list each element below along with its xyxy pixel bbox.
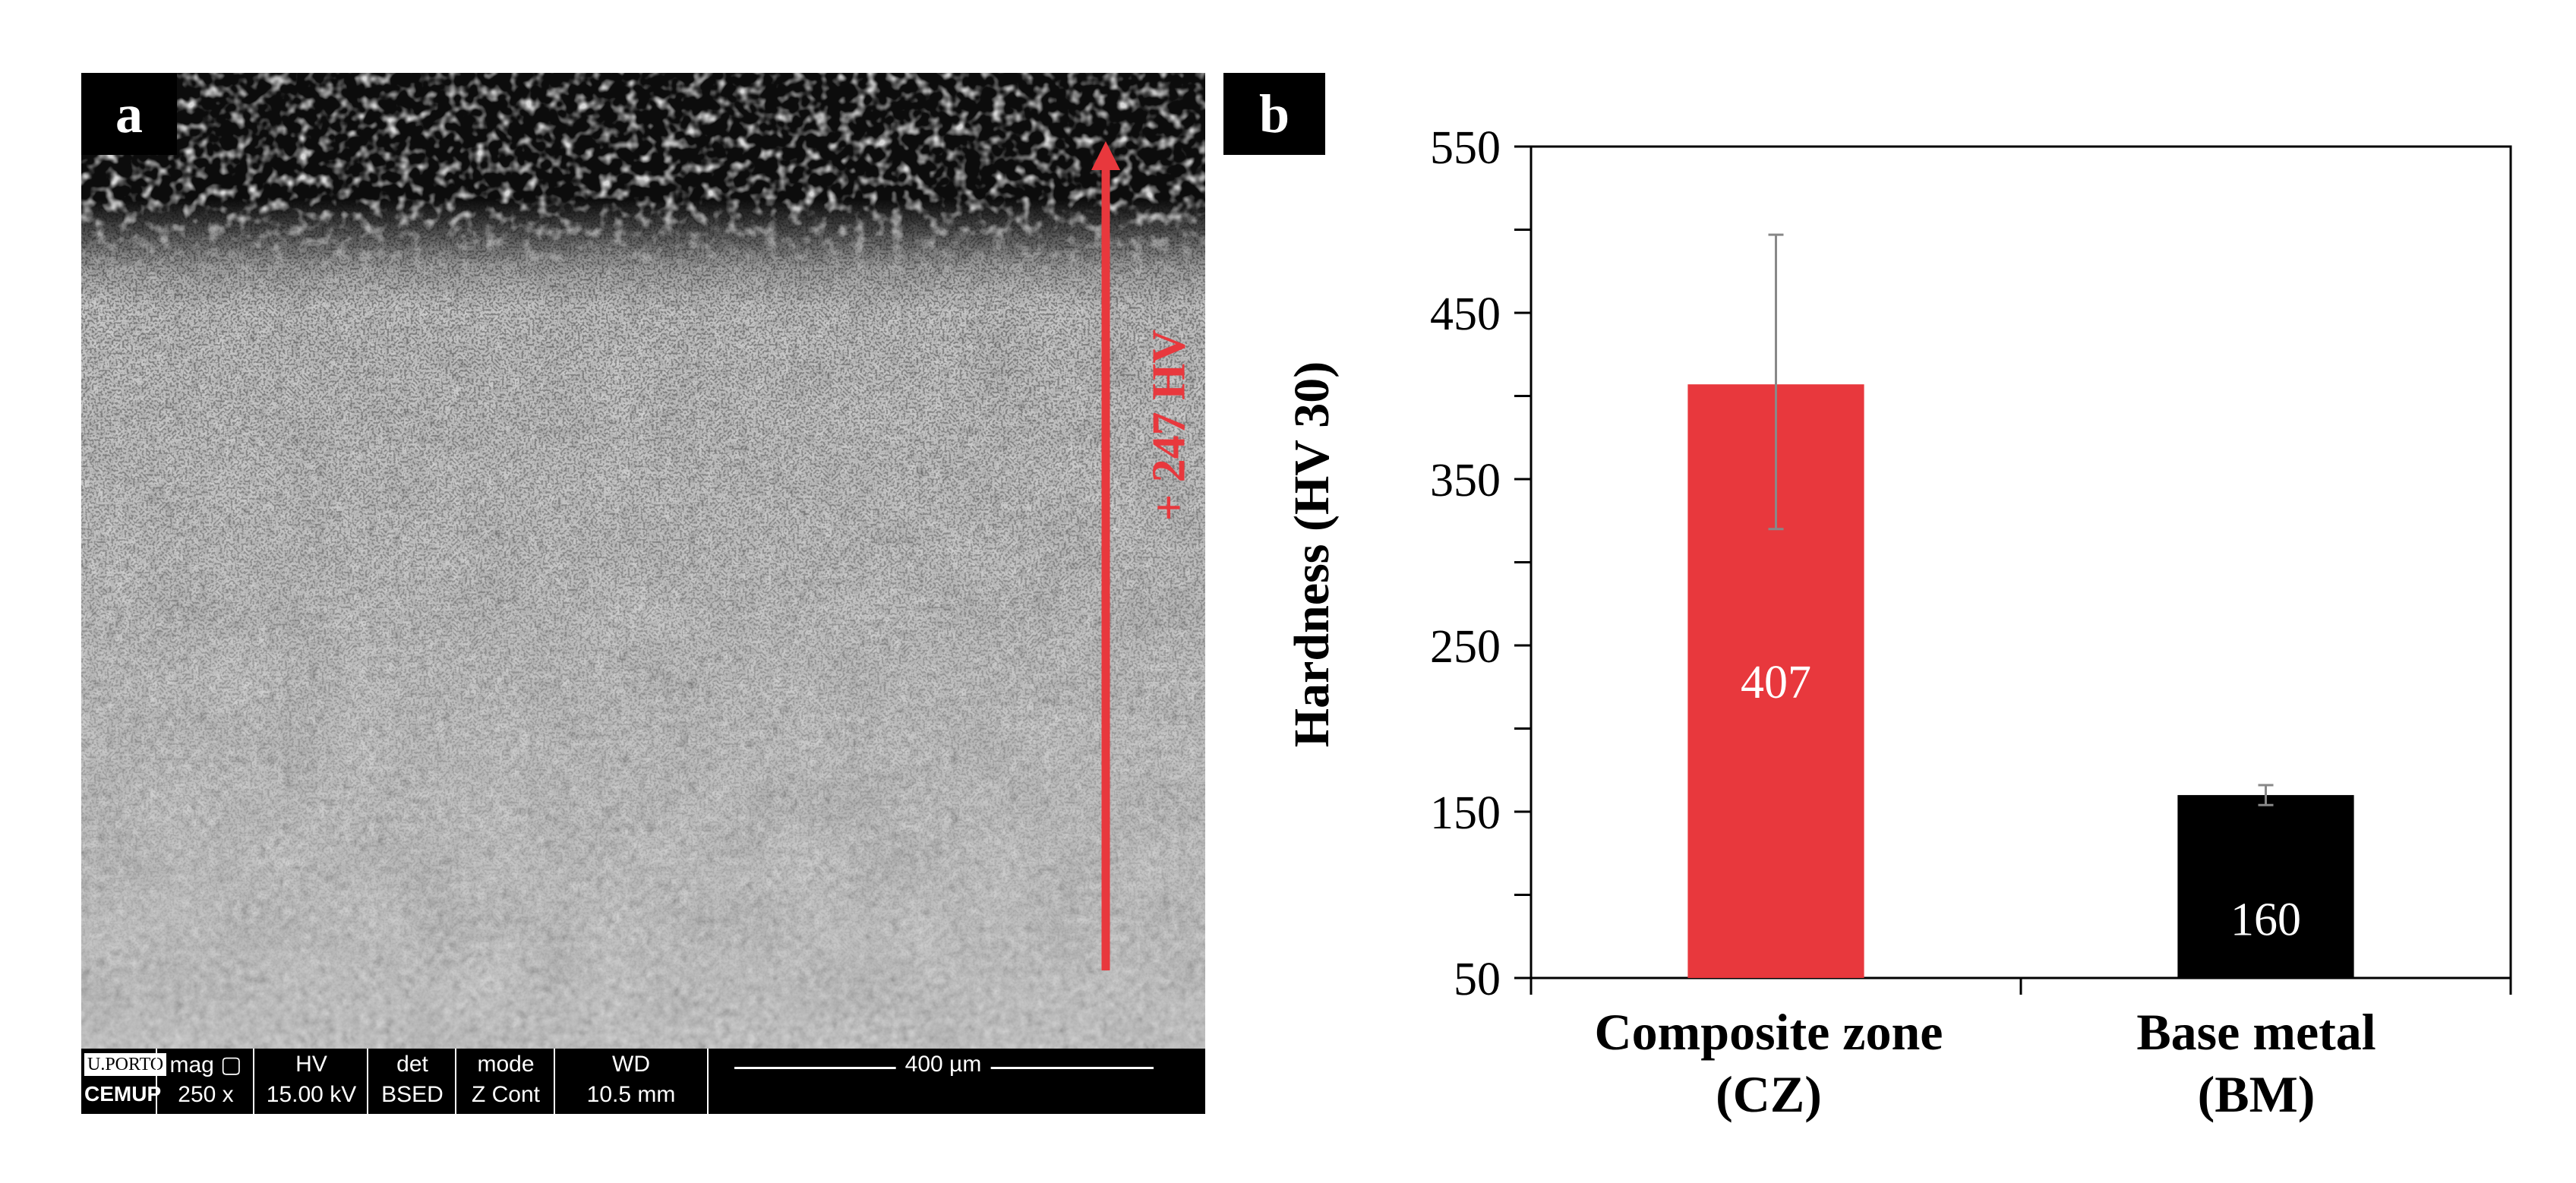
hardness-bar-chart: 50 150 250 350 450 550 407 160: [1430, 122, 2512, 1005]
sem-logo-top: U.PORTO: [84, 1053, 167, 1076]
error-bars: [1768, 233, 2274, 806]
data-labels: 407 160: [1741, 657, 2301, 945]
panel-label-a: a: [81, 73, 177, 155]
sem-field-value: Z Cont: [471, 1082, 541, 1107]
plot-area-border: [1530, 145, 2512, 980]
sem-field-value: 15.00 kV: [266, 1082, 357, 1107]
sem-field-hv: HV 15.00 kV: [253, 1049, 368, 1114]
data-label: 160: [2230, 894, 2301, 946]
x-category-line: Base metal: [2136, 1003, 2376, 1061]
sem-field-header: mag ▢: [169, 1052, 242, 1077]
arrow-head-icon: [1091, 141, 1120, 170]
y-tick-label: 550: [1430, 122, 1501, 174]
micrograph-panel: U.PORTO CEMUP mag ▢ 250 x HV 15.00 kV de…: [81, 73, 1205, 1114]
hardness-increase-text: + 247 HV: [1143, 329, 1195, 522]
y-tick-label: 50: [1454, 954, 1501, 1005]
y-tick-label: 450: [1430, 289, 1501, 340]
sem-field-value: 250 x: [178, 1082, 234, 1107]
sem-field-header: det: [396, 1052, 428, 1077]
panel-label-b: b: [1223, 73, 1325, 155]
sem-field-mag: mag ▢ 250 x: [156, 1049, 254, 1114]
x-category-label-bm: Base metal (BM): [1990, 1001, 2522, 1125]
x-category-label-cz: Composite zone (CZ): [1503, 1001, 2035, 1125]
sem-logo-bottom: CEMUP: [84, 1082, 162, 1106]
y-tick-label: 150: [1430, 787, 1501, 839]
y-tick-label: 350: [1430, 455, 1501, 506]
sem-field-det: det BSED: [367, 1049, 456, 1114]
sem-info-bar: U.PORTO CEMUP mag ▢ 250 x HV 15.00 kV de…: [81, 1049, 1205, 1114]
x-category-line: (CZ): [1716, 1065, 1822, 1123]
data-label: 407: [1741, 657, 1811, 708]
sem-field-header: HV: [295, 1052, 327, 1077]
sem-field-value: BSED: [381, 1082, 444, 1107]
sem-texture: [81, 73, 1205, 1049]
sem-field-wd: WD 10.5 mm: [554, 1049, 709, 1114]
bars: [1687, 384, 2354, 978]
sem-micrograph-image: [81, 73, 1205, 1049]
sem-field-value: 10.5 mm: [586, 1082, 676, 1107]
sem-field-mode: mode Z Cont: [455, 1049, 555, 1114]
sem-field-header: WD: [612, 1052, 650, 1077]
x-category-line: Composite zone: [1594, 1003, 1943, 1061]
scale-bar-label: 400 µm: [895, 1052, 991, 1077]
plot-frame: [1530, 145, 2512, 995]
y-axis-ticks: 50 150 250 350 450 550: [1430, 122, 1531, 1005]
sem-field-header: mode: [477, 1052, 535, 1077]
bar-base-metal: [2177, 795, 2354, 978]
y-tick-label: 250: [1430, 621, 1501, 673]
x-category-line: (BM): [2197, 1065, 2316, 1123]
